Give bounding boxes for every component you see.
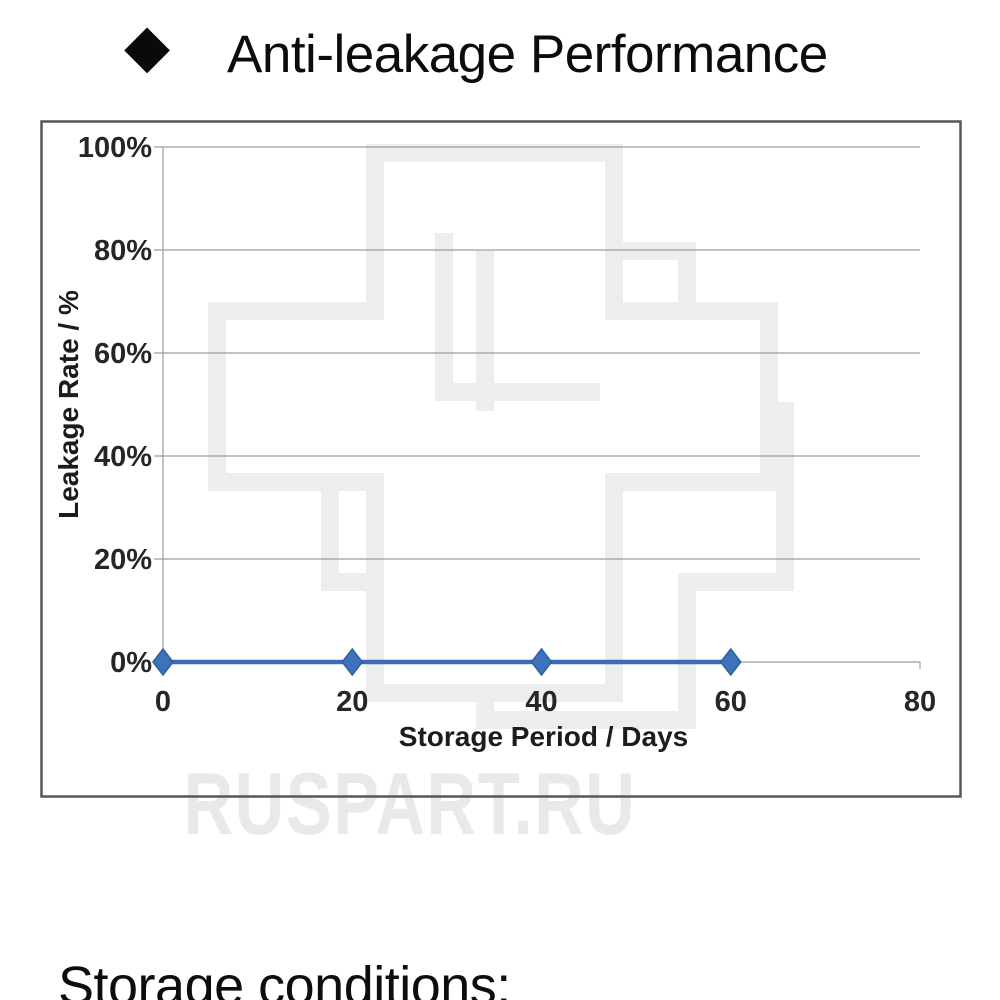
data-point-diamond bbox=[719, 647, 742, 677]
x-tick-label: 0 bbox=[155, 686, 171, 718]
data-point-diamond bbox=[530, 647, 553, 677]
x-tick-label: 20 bbox=[336, 686, 368, 718]
y-tick-label: 100% bbox=[78, 132, 152, 164]
watermark-cross-shape bbox=[208, 144, 778, 702]
y-tick-label: 0% bbox=[110, 647, 152, 679]
caption-line-1: Storage conditions: bbox=[58, 956, 511, 1000]
y-tick-label: 20% bbox=[94, 544, 152, 576]
watermark-inner-hook bbox=[435, 233, 600, 401]
y-tick-label: 60% bbox=[94, 338, 152, 370]
x-tick-label: 80 bbox=[904, 686, 936, 718]
y-tick-label: 80% bbox=[94, 235, 152, 267]
watermark-text: RUSPART.RU bbox=[184, 755, 637, 853]
x-tick-label: 40 bbox=[525, 686, 557, 718]
chart-canvas: RUSPART.RU 0% 20% 40% 60% 80% 100% 0 20 40 60 80 Sto… bbox=[40, 120, 962, 853]
data-point-diamond bbox=[152, 647, 174, 677]
page-title: Anti-leakage Performance bbox=[227, 25, 828, 84]
chart-panel: RUSPART.RU 0% 20% 40% 60% 80% 100% 0 20 40 60 80 Sto… bbox=[40, 120, 962, 860]
chart-frame bbox=[40, 120, 962, 798]
x-tick-label: 60 bbox=[715, 686, 747, 718]
page-header: ◆ Anti-leakage Performance bbox=[0, 0, 1000, 120]
y-tick-label: 40% bbox=[94, 441, 152, 473]
x-axis-title: Storage Period / Days bbox=[399, 721, 688, 752]
y-axis-title: Leakage Rate / % bbox=[53, 290, 84, 519]
storage-conditions-caption: Storage conditions: Temp:45 deg C Humidi… bbox=[58, 828, 988, 1000]
data-point-diamond bbox=[341, 647, 364, 677]
diamond-bullet-icon: ◆ bbox=[124, 12, 171, 79]
